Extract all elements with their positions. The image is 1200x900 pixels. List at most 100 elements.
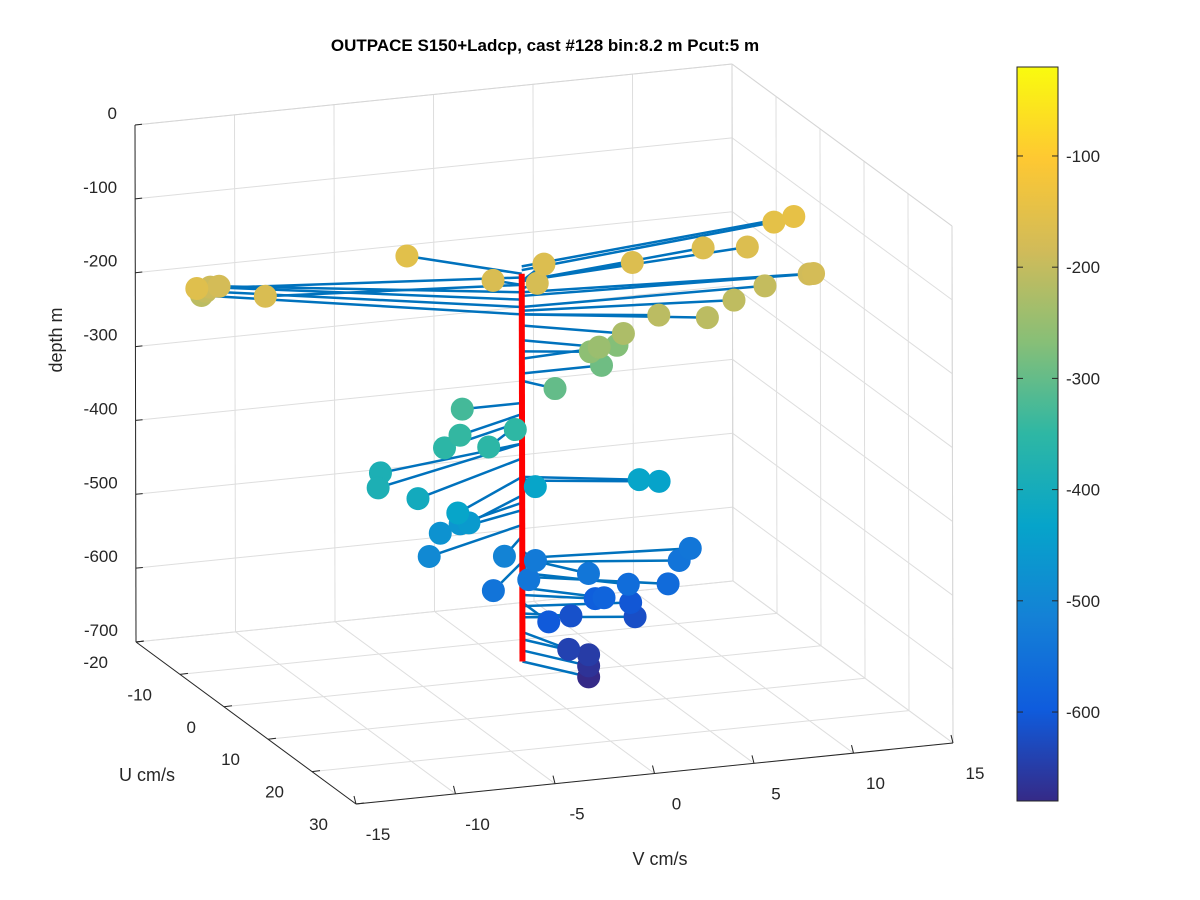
grid-line: [234, 114, 236, 632]
data-point: [577, 643, 601, 667]
data-point: [678, 536, 702, 560]
reference-line: [518, 273, 526, 662]
data-point: [481, 579, 505, 603]
data-point: [543, 377, 567, 401]
z-tick-label: 0: [108, 104, 117, 123]
data-point: [576, 562, 600, 586]
velocity-stick: [428, 523, 523, 558]
x-tick-label: -10: [127, 685, 152, 704]
box-edge: [731, 63, 734, 582]
y-tick-label: 10: [866, 774, 885, 793]
data-point: [481, 268, 505, 292]
data-point: [395, 244, 419, 268]
y-tick: [950, 734, 954, 744]
axes-box: [134, 63, 954, 744]
data-point: [448, 423, 472, 447]
data-point: [185, 277, 209, 301]
axis-lines: [134, 123, 954, 805]
grid-line: [863, 161, 866, 679]
data-point: [753, 274, 777, 298]
data-point: [537, 610, 561, 634]
data-point: [253, 284, 277, 308]
colorbar: -100 -200 -300 -400 -500 -600: [1016, 66, 1100, 802]
data-point: [616, 572, 640, 596]
x-axis-label: U cm/s: [119, 765, 175, 785]
x-tick-labels: -20 -10 0 10 20 30: [83, 653, 328, 834]
data-point: [802, 261, 826, 285]
data-point: [366, 476, 390, 500]
data-point: [503, 418, 527, 442]
z-tick: [135, 566, 143, 569]
data-point: [722, 288, 746, 312]
velocity-stick: [521, 324, 624, 335]
data-point: [417, 545, 441, 569]
z-tick: [135, 345, 143, 348]
chart-title: OUTPACE S150+Ladcp, cast #128 bin:8.2 m …: [331, 36, 759, 55]
velocity-stick: [522, 559, 680, 564]
velocity-stick: [417, 457, 523, 500]
colorbar-tick-label: -600: [1066, 703, 1100, 722]
z-tick: [135, 271, 143, 274]
grid-line: [819, 128, 822, 646]
grid-line: [732, 432, 954, 596]
z-tick-label: -700: [84, 621, 118, 640]
y-tick: [353, 795, 357, 805]
data-point: [523, 475, 547, 499]
y-tick: [453, 785, 456, 794]
box-edge: [134, 63, 733, 126]
y-tick-labels: -15 -10 -5 0 5 10 15: [366, 764, 985, 844]
data-point: [627, 468, 651, 492]
velocity-stick: [521, 220, 775, 272]
velocity-stick: [521, 215, 795, 268]
z-tick: [134, 123, 143, 126]
x-tick-label: -20: [83, 653, 108, 672]
y-tick-label: -5: [569, 805, 584, 824]
data-point: [557, 637, 581, 661]
z-tick-label: -500: [84, 473, 118, 492]
data-point: [523, 548, 547, 572]
box-edge: [731, 63, 953, 227]
velocity-stick: [522, 547, 691, 560]
data-point: [559, 604, 583, 628]
y-tick: [552, 775, 556, 784]
x-tick: [311, 770, 321, 773]
x-tick: [267, 737, 277, 740]
data-point: [532, 252, 556, 276]
z-axis-line: [134, 124, 137, 643]
z-tick-label: -200: [83, 252, 117, 271]
z-tick-labels: 0 -100 -200 -300 -400 -500 -600 -700: [83, 104, 118, 640]
data-point: [611, 322, 635, 346]
colorbar-tick-label: -200: [1066, 258, 1100, 277]
grid-layer: [134, 63, 954, 805]
grid-line: [731, 211, 953, 375]
colorbar-ticks: -100 -200 -300 -400 -500 -600: [1017, 147, 1100, 722]
z-tick-label: -400: [84, 399, 118, 418]
grid-line: [732, 285, 953, 448]
grid-line: [434, 611, 655, 774]
velocity-stick: [521, 284, 766, 309]
colorbar-tick-label: -400: [1066, 481, 1100, 500]
data-point: [735, 235, 759, 259]
data-point: [450, 397, 474, 421]
data-point: [620, 250, 644, 274]
grid-line: [532, 84, 535, 602]
velocity-stick: [521, 313, 659, 317]
box-edge: [951, 225, 954, 744]
grid-line: [732, 359, 953, 522]
colorbar-gradient: [1016, 66, 1059, 802]
data-point: [782, 204, 806, 228]
velocity-stick: [457, 475, 523, 515]
velocity-stick: [522, 593, 596, 600]
data-point: [647, 303, 671, 327]
grid-line: [732, 506, 954, 670]
z-axis-label: depth m: [46, 307, 66, 372]
data-point: [762, 210, 786, 234]
y-tick-label: 15: [966, 764, 985, 783]
velocity-stick: [406, 254, 522, 276]
data-point: [691, 236, 715, 260]
y-tick-label: 0: [672, 795, 681, 814]
data-point: [428, 521, 452, 545]
x-tick: [223, 705, 233, 708]
grid-line: [633, 590, 854, 754]
